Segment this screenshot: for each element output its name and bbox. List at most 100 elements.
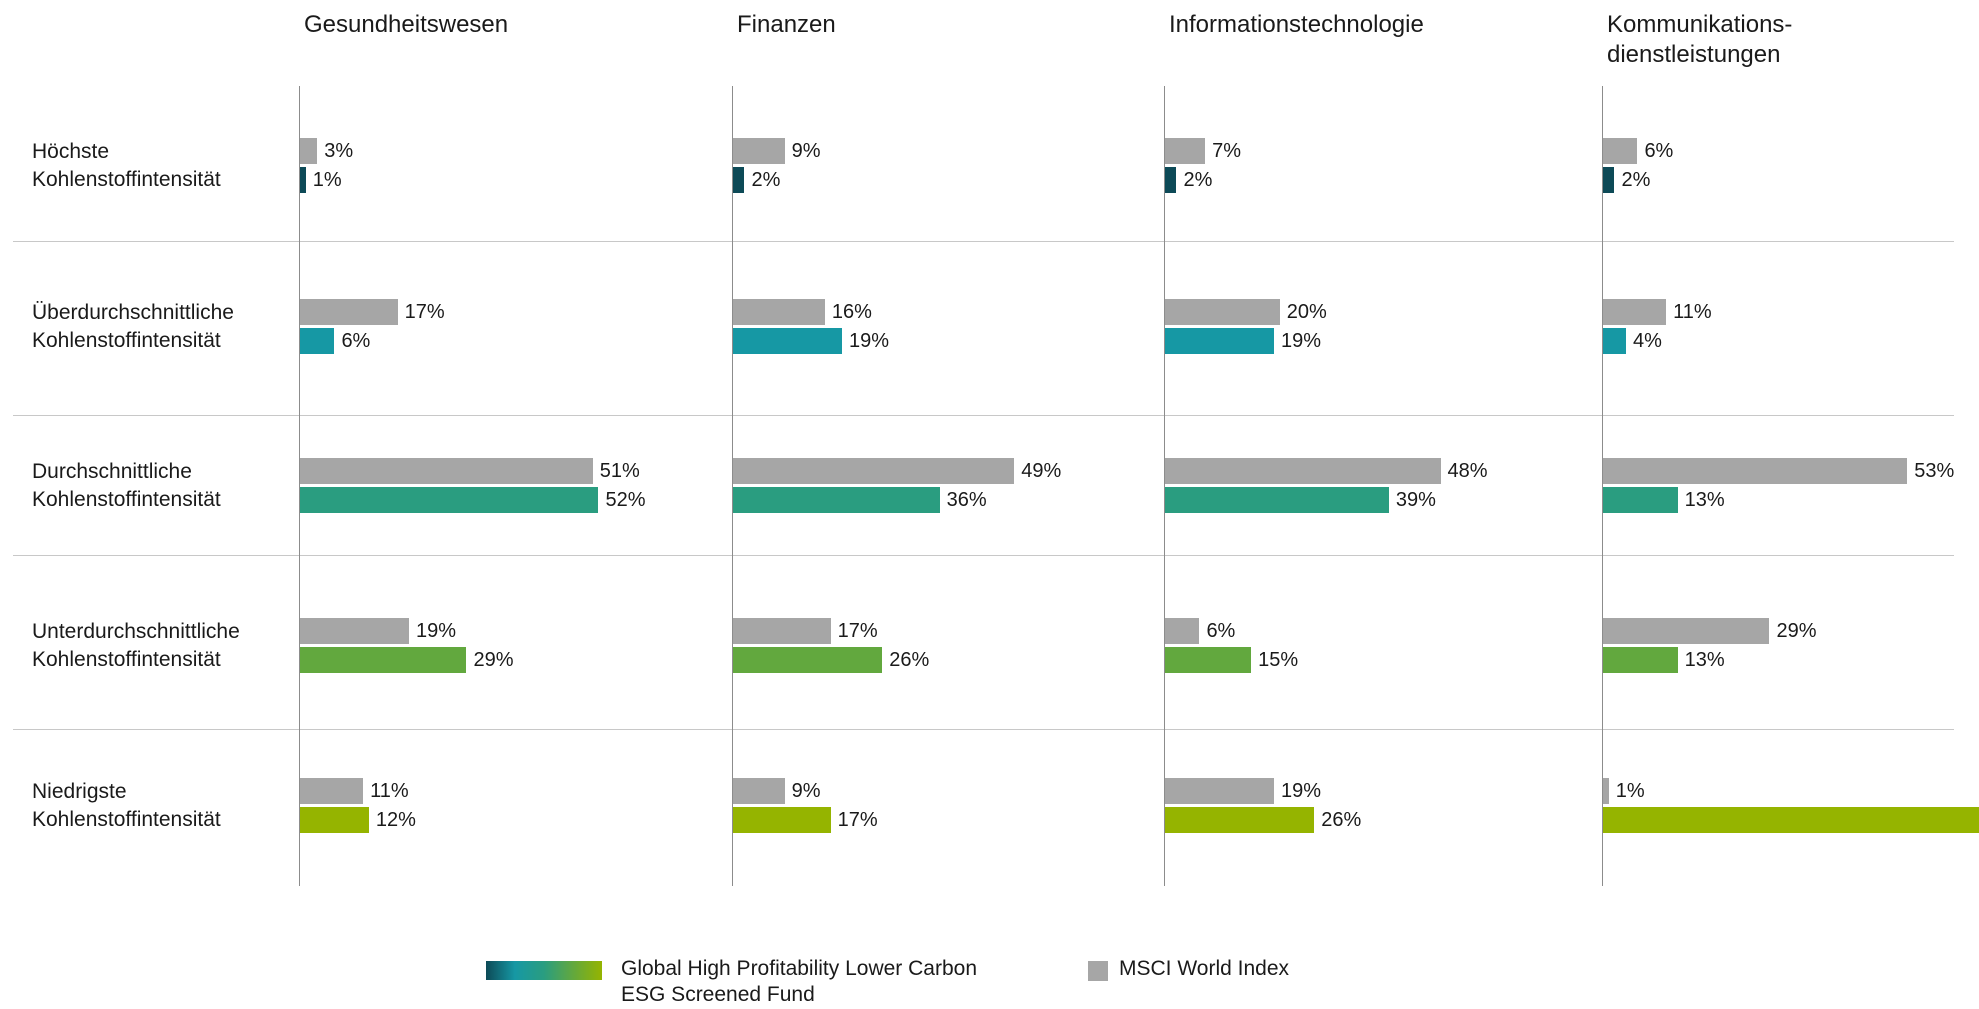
panel-title: dienstleistungen (1607, 41, 1781, 68)
value-label: 20% (1286, 301, 1327, 323)
value-label: 26% (1321, 809, 1362, 831)
bar (1603, 167, 1615, 193)
value-label: 19% (1281, 330, 1322, 352)
category-label: Kohlenstoffintensität (32, 647, 221, 671)
bar (1165, 618, 1200, 644)
bar (300, 807, 369, 833)
axis-line (732, 86, 733, 886)
value-label: 2% (1183, 169, 1213, 191)
value-label: 6% (341, 330, 371, 352)
bar (1165, 647, 1252, 673)
value-label: 19% (1281, 780, 1322, 802)
bar (1165, 299, 1280, 325)
category-label: Kohlenstoffintensität (32, 167, 221, 191)
category-label: Unterdurchschnittliche (32, 619, 240, 643)
value-label: 2% (1621, 169, 1651, 191)
value-label: 2% (751, 169, 781, 191)
bar (1165, 487, 1389, 513)
value-label: 9% (791, 780, 821, 802)
bar (1603, 299, 1667, 325)
value-label: 13% (1684, 489, 1725, 511)
category-label: Höchste (32, 139, 110, 163)
bar (1165, 458, 1441, 484)
bar (1603, 328, 1626, 354)
row-separator (13, 729, 1954, 730)
bar (733, 458, 1015, 484)
value-label: 4% (1632, 330, 1662, 352)
bar (733, 299, 825, 325)
axis-line (1602, 86, 1603, 886)
bar (733, 487, 940, 513)
legend-label: Global High Profitability Lower Carbon E… (621, 957, 978, 1006)
value-label: 53% (1914, 460, 1955, 482)
bar (300, 487, 599, 513)
category-label: Kohlenstoffintensität (32, 487, 221, 511)
panel-title: Informationstechnologie (1169, 11, 1424, 38)
axis-line (1164, 86, 1165, 886)
value-label: 1% (312, 169, 342, 191)
value-label: 15% (1258, 649, 1299, 671)
value-label: 6% (1644, 140, 1674, 162)
legend-label: MSCI World Index (1119, 957, 1289, 980)
value-label: 36% (946, 489, 987, 511)
value-label: 19% (416, 620, 457, 642)
panel-title: Finanzen (737, 11, 836, 38)
bar (300, 167, 306, 193)
row-separator (13, 555, 1954, 556)
value-label: 17% (404, 301, 445, 323)
bar (1165, 807, 1315, 833)
bar (733, 807, 831, 833)
bar (300, 328, 335, 354)
bar (300, 299, 398, 325)
bar (1165, 778, 1275, 804)
bar (300, 458, 593, 484)
bar (1603, 487, 1678, 513)
value-label: 39% (1395, 489, 1436, 511)
bar (300, 138, 318, 164)
bar (1603, 618, 1770, 644)
value-label: 29% (473, 649, 514, 671)
bar (300, 778, 364, 804)
legend-swatch (486, 961, 602, 980)
category-label: Kohlenstoffintensität (32, 807, 221, 831)
value-label: 3% (324, 140, 354, 162)
bar (1603, 807, 1979, 833)
value-label: 16% (831, 301, 872, 323)
bar (1603, 647, 1678, 673)
value-label: 26% (889, 649, 930, 671)
bar (733, 647, 883, 673)
value-label: 17% (837, 620, 878, 642)
row-separator (13, 241, 1954, 242)
value-label: 29% (1776, 620, 1817, 642)
legend-swatch (1088, 961, 1108, 981)
bar (300, 618, 410, 644)
category-label: Durchschnittliche (32, 459, 192, 483)
category-label: Überdurchschnittliche (32, 300, 234, 324)
value-label: 49% (1021, 460, 1062, 482)
category-label: Niedrigste (32, 779, 127, 803)
axis-line (299, 86, 300, 886)
value-label: 51% (599, 460, 640, 482)
value-label: 19% (849, 330, 890, 352)
bar (733, 618, 831, 644)
value-label: 7% (1212, 140, 1242, 162)
bar (1165, 167, 1177, 193)
value-label: 48% (1447, 460, 1488, 482)
panel-title: Kommunikations- (1607, 11, 1793, 38)
category-label: Kohlenstoffintensität (32, 328, 221, 352)
bar (300, 647, 467, 673)
value-label: 9% (791, 140, 821, 162)
panel-title: Gesundheitswesen (304, 11, 509, 38)
value-label: 52% (605, 489, 646, 511)
bar (1603, 138, 1638, 164)
value-label: 11% (370, 780, 409, 802)
bar (733, 778, 785, 804)
value-label: 6% (1206, 620, 1236, 642)
bar (733, 328, 843, 354)
value-label: 17% (837, 809, 878, 831)
bar (1165, 138, 1206, 164)
value-label: 1% (1615, 780, 1645, 802)
bar (733, 167, 745, 193)
bar (1165, 328, 1275, 354)
bar (1603, 778, 1609, 804)
